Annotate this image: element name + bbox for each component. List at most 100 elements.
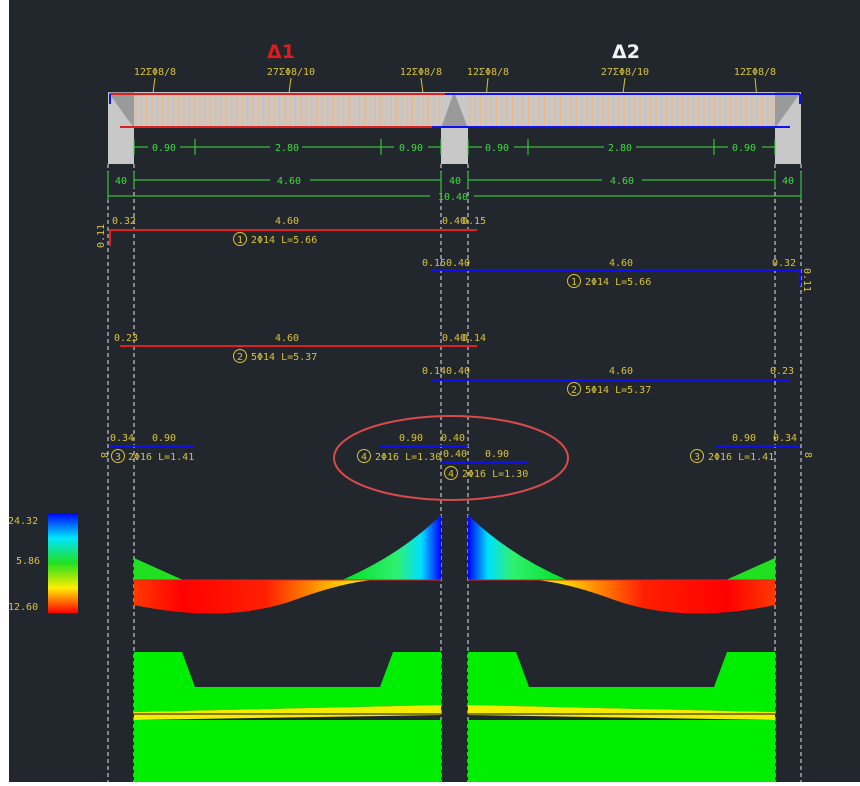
bar-3-left: 0.34 0.90 8 3 2Φ16 L=1.41 (98, 433, 194, 463)
bar-2-left-m: 4.60 (275, 333, 299, 344)
bar-3-right-hook: 8 (802, 452, 813, 458)
bar-1-right-l: 0.15 (422, 258, 446, 269)
span-2-title: Δ2 (612, 41, 640, 63)
bar-2-right-l: 0.14 (422, 366, 446, 377)
bar-2-left-num: 2 (237, 352, 243, 363)
bar-1-right: 0.15 0.40 4.60 0.32 0.11 1 2Φ14 L=5.66 (422, 258, 812, 292)
dim-r1-0: 0.90 (152, 143, 176, 154)
stirrup-label-s2-right: 12ΣΦ8/8 (734, 67, 776, 78)
bar-3-left-label: 2Φ16 L=1.41 (128, 452, 194, 463)
bar-4-mid-1-marker (357, 449, 371, 463)
bar-1-right-l2: 0.40 (446, 258, 470, 269)
haunch-middle (441, 92, 468, 128)
bar-4-mid-1-a: 0.90 (399, 433, 423, 444)
bar-1-right-r: 0.32 (772, 258, 796, 269)
stirrup-label-s1-left: 12ΣΦ8/8 (134, 67, 176, 78)
bar-1-left-r: 0.40 (442, 216, 466, 227)
bar-4-mid-2-marker (444, 466, 458, 480)
moment-pos-span-2 (535, 580, 775, 614)
bar-1-left-m: 4.60 (275, 216, 299, 227)
dim-r1-1: 2.80 (275, 143, 299, 154)
bar-2-left-marker (233, 349, 247, 363)
bar-2-left-l: 0.23 (114, 333, 138, 344)
bar-2-right: 0.14 0.40 4.60 0.23 2 5Φ14 L=5.37 (422, 366, 794, 396)
stirrup-label-s1-mid: 27ΣΦ8/10 (267, 67, 315, 78)
highlight-ellipse (333, 415, 569, 501)
bar-2-left: 0.23 4.60 0.40 0.14 2 5Φ14 L=5.37 (114, 333, 486, 363)
legend-mid: 5.86 (16, 556, 40, 567)
moment-pos-span-1 (134, 580, 374, 614)
bar-3-left-a: 0.34 (110, 433, 134, 444)
dim-r2-1: 4.60 (277, 176, 301, 187)
haunch-left (108, 92, 134, 128)
moment-diagram (134, 515, 775, 614)
envelope-diagram (134, 652, 775, 782)
drawing-background (9, 0, 860, 782)
envelope-yellow-span-2 (468, 705, 775, 720)
dim-r2-0: 40 (115, 176, 127, 187)
bar-4-mid-2: 0.40 0.90 4 2Φ16 L=1.30 (441, 449, 528, 480)
bar-2-right-l2: 0.40 (446, 366, 470, 377)
haunch-right (775, 92, 801, 128)
bar-1-left-hook: 0.11 (96, 224, 107, 248)
dim-r1-5: 0.90 (732, 143, 756, 154)
beam-elevation (108, 92, 801, 164)
dim-r2-4: 40 (782, 176, 794, 187)
dim-r1-2: 0.90 (399, 143, 423, 154)
dimension-row-2 (107, 172, 802, 200)
bar-1-left: 0.32 4.60 0.40 0.15 0.11 1 2Φ14 L=5.66 (96, 216, 486, 248)
envelope-bottom-span-2 (468, 720, 775, 782)
envelope-yellow-span-1 (134, 705, 441, 720)
bar-3-right-b: 0.34 (773, 433, 797, 444)
stirrup-label-s2-mid: 27ΣΦ8/10 (601, 67, 649, 78)
moment-neg-mid-left (342, 515, 441, 580)
bar-4-mid-1-label: 2Φ16 L=1.30 (375, 452, 441, 463)
bar-3-left-marker (111, 449, 125, 463)
dim-r2-2: 40 (449, 176, 461, 187)
bar-1-right-hook: 0.11 (801, 268, 812, 292)
bar-1-right-m: 4.60 (609, 258, 633, 269)
bar-4-mid-2-label: 2Φ16 L=1.30 (462, 469, 528, 480)
bar-3-right-marker (690, 449, 704, 463)
legend-bottom: 12.60 (8, 602, 38, 613)
bar-1-right-num: 1 (571, 277, 577, 288)
envelope-top-span-2 (468, 652, 775, 712)
stirrups-span-2 (469, 96, 774, 125)
bar-1-left-l: 0.32 (112, 216, 136, 227)
moment-neg-left-end (134, 558, 183, 580)
dim-total: 10.40 (438, 192, 468, 203)
bar-4-mid-1-b: 0.40 (441, 433, 465, 444)
bar-3-left-hook: 8 (98, 452, 109, 458)
bar-1-left-marker (233, 232, 247, 246)
bar-3-right-a: 0.90 (732, 433, 756, 444)
moment-neg-mid-right (468, 515, 567, 580)
bar-3-right: 0.90 0.34 8 3 2Φ16 L=1.41 (690, 433, 813, 463)
bar-1-left-label: 2Φ14 L=5.66 (251, 235, 317, 246)
stirrup-label-s2-left: 12ΣΦ8/8 (467, 67, 509, 78)
bar-3-left-num: 3 (115, 452, 121, 463)
bar-3-left-b: 0.90 (152, 433, 176, 444)
envelope-bottom-span-1 (134, 720, 441, 782)
bar-4-mid-1: 0.90 0.40 4 2Φ16 L=1.30 (357, 433, 468, 463)
dimension-row-1 (133, 139, 776, 155)
bar-2-right-label: 5Φ14 L=5.37 (585, 385, 651, 396)
dim-r2-3: 4.60 (610, 176, 634, 187)
bar-2-right-r: 0.23 (770, 366, 794, 377)
bar-1-right-label: 2Φ14 L=5.66 (585, 277, 651, 288)
envelope-top-span-1 (134, 652, 441, 712)
dim-r1-4: 2.80 (608, 143, 632, 154)
bar-1-left-num: 1 (237, 235, 243, 246)
color-legend-bar (48, 513, 78, 613)
bar-2-left-r2: 0.14 (462, 333, 486, 344)
bar-4-mid-1-num: 4 (361, 452, 367, 463)
stirrups-span-1 (135, 96, 440, 125)
bar-3-right-label: 2Φ16 L=1.41 (708, 452, 774, 463)
bar-2-left-label: 5Φ14 L=5.37 (251, 352, 317, 363)
bar-2-right-num: 2 (571, 385, 577, 396)
bar-1-left-r2: 0.15 (462, 216, 486, 227)
bar-1-right-marker (567, 274, 581, 288)
span-1-title: Δ1 (267, 41, 295, 63)
stirrup-label-s1-right: 12ΣΦ8/8 (400, 67, 442, 78)
bar-4-mid-2-num: 4 (448, 469, 454, 480)
